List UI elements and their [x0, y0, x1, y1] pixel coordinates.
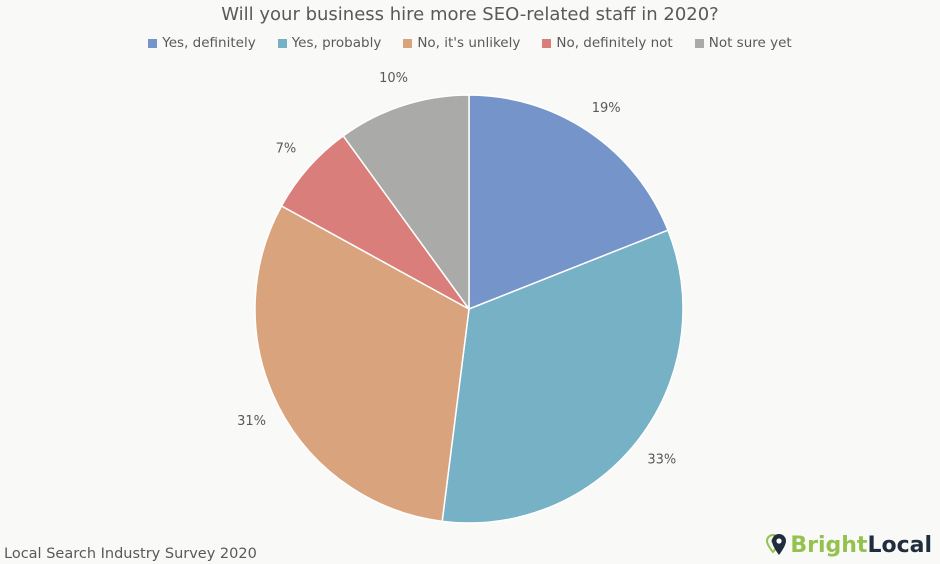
legend-label: No, it's unlikely: [417, 35, 521, 51]
source-note: Local Search Industry Survey 2020: [4, 546, 257, 562]
legend-label: Yes, probably: [291, 35, 382, 51]
pie-slice: [254, 204, 470, 523]
slice-label: 10%: [379, 71, 408, 86]
brand-text-bright: Bright: [790, 532, 868, 558]
brightlocal-logo: Bright Local: [764, 532, 932, 558]
legend-swatch: [277, 38, 287, 48]
legend-swatch: [694, 38, 704, 48]
legend-item-no-definitely-not: No, definitely not: [542, 35, 673, 51]
slice-label: 31%: [237, 414, 266, 429]
pie-slice: [468, 94, 669, 311]
brand-text-local: Local: [867, 532, 932, 558]
legend-label: No, definitely not: [556, 35, 673, 51]
slice-label: 19%: [592, 101, 621, 116]
legend-swatch: [542, 38, 552, 48]
legend-label: Not sure yet: [708, 35, 792, 51]
legend-item-no-unlikely: No, it's unlikely: [403, 35, 520, 51]
slice-label: 33%: [647, 453, 676, 468]
legend-item-yes-definitely: Yes, definitely: [148, 35, 256, 51]
legend: Yes, definitely Yes, probably No, it's u…: [0, 35, 940, 51]
map-pin-icon: [766, 533, 787, 555]
pie-slice: [342, 94, 470, 312]
legend-swatch: [148, 38, 158, 48]
legend-label: Yes, definitely: [162, 35, 256, 51]
legend-item-not-sure: Not sure yet: [694, 35, 792, 51]
chart-title: Will your business hire more SEO-related…: [221, 4, 719, 25]
legend-swatch: [403, 38, 413, 48]
pie-slice: [441, 229, 684, 524]
legend-item-yes-probably: Yes, probably: [277, 35, 382, 51]
slice-label: 7%: [276, 142, 297, 157]
